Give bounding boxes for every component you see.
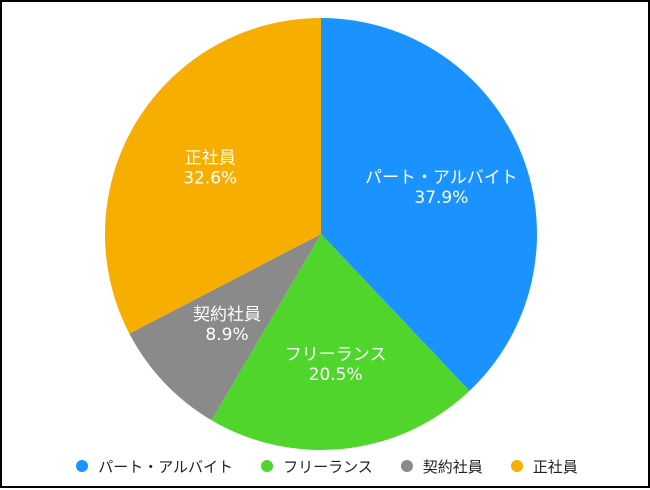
slice-category-label: 契約社員 [193,305,261,325]
pie-slice-3 [129,234,321,421]
legend-label: パート・アルバイト [98,457,234,476]
legend-label: 正社員 [532,457,578,476]
legend-item: 正社員 [510,456,578,477]
slice-label-2: フリーランス 20.5% [285,345,387,385]
slice-value-label: 8.9% [205,325,248,345]
pie-slice-4 [104,18,321,334]
legend-item: フリーランス [261,456,373,477]
pie-slices [104,18,538,450]
pie-slice-2 [211,234,470,450]
legend-dot-icon [510,460,523,472]
slice-label-3: 契約社員 8.9% [193,305,261,345]
legend: パート・アルバイト フリーランス 契約社員 正社員 [2,452,650,480]
slice-category-label: パート・アルバイト [365,168,518,188]
pie-labels: パート・アルバイト 37.9% フリーランス 20.5% 契約社員 8.9% 正社員 32.6… [183,149,518,385]
slice-value-label: 32.6% [183,169,237,189]
legend-dot-icon [400,460,413,472]
legend-dot-icon [261,460,274,472]
pie-slice-1 [321,18,538,391]
slice-category-label: 正社員 [185,149,236,169]
slice-value-label: 37.9% [414,188,468,208]
slice-label-4: 正社員 32.6% [183,149,237,189]
legend-item: 契約社員 [400,456,483,477]
legend-label: フリーランス [283,457,373,476]
slice-value-label: 20.5% [309,365,363,385]
legend-item: パート・アルバイト [76,456,233,477]
legend-label: 契約社員 [422,457,483,476]
slice-label-1: パート・アルバイト 37.9% [365,168,518,208]
legend-dot-icon [76,460,89,472]
slice-category-label: フリーランス [285,345,387,365]
